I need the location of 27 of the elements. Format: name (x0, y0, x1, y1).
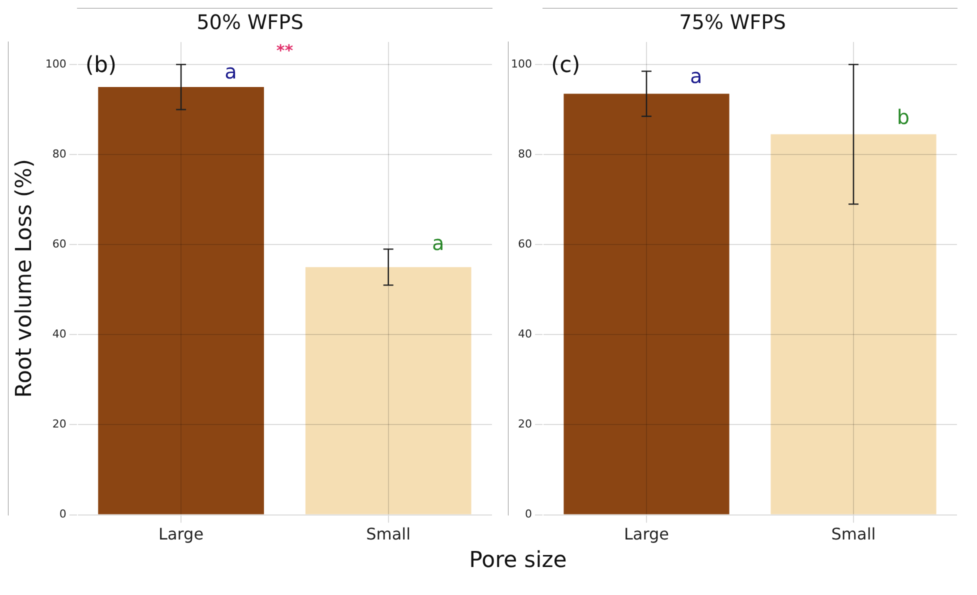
y-axis-title: Root volume Loss (%) (12, 159, 37, 398)
y-tick-label: 0 (524, 508, 532, 521)
x-tick-label: Large (158, 524, 204, 544)
x-tick-label: Small (366, 524, 411, 544)
annotation: b (896, 104, 910, 129)
y-tick-label: 80 (52, 147, 66, 160)
y-tick-label: 20 (52, 418, 66, 431)
chart-title: 75% WFPS (679, 10, 786, 34)
y-tick-label: 20 (518, 418, 532, 431)
annotation: ** (276, 41, 294, 60)
annotation: (b) (85, 53, 117, 78)
y-tick-label: 100 (45, 57, 66, 70)
annotation: a (432, 230, 444, 255)
y-tick-label: 80 (518, 147, 532, 160)
y-tick-label: 100 (510, 57, 532, 70)
x-tick-label: Small (831, 524, 876, 544)
annotation: (c) (550, 53, 580, 78)
y-tick-label: 60 (52, 237, 66, 250)
annotation: a (690, 64, 702, 88)
x-tick-label: Large (624, 524, 670, 544)
y-tick-label: 40 (518, 328, 532, 341)
chart-title: 50% WFPS (196, 10, 304, 34)
x-axis-title: Pore size (468, 548, 568, 573)
y-tick-label: 40 (52, 328, 66, 341)
annotation: a (224, 60, 237, 84)
y-tick-label: 0 (59, 508, 66, 521)
y-tick-label: 60 (518, 237, 532, 250)
